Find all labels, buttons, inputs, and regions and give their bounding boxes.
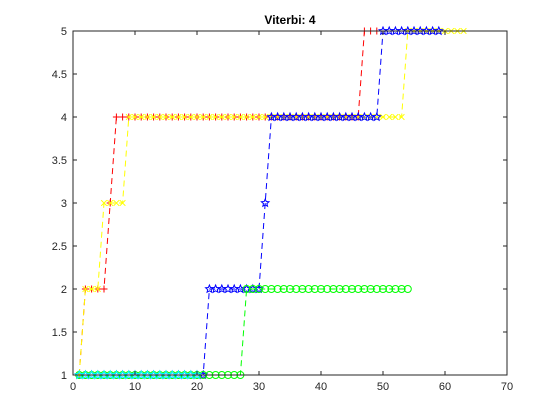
chart-title: Viterbi: 4 — [264, 13, 315, 27]
x-tick-label: 40 — [315, 381, 327, 393]
data-point — [242, 285, 251, 293]
data-point — [360, 285, 369, 293]
data-point — [156, 113, 163, 121]
data-point — [119, 199, 126, 207]
data-point — [372, 285, 381, 293]
data-point — [433, 25, 444, 36]
data-point — [248, 285, 257, 293]
data-point — [82, 285, 89, 293]
data-point — [200, 113, 207, 121]
data-point — [371, 111, 382, 122]
y-tick-label: 3 — [61, 198, 67, 210]
y-tick-label: 5 — [61, 26, 67, 38]
data-point — [231, 113, 238, 121]
data-point — [162, 113, 170, 121]
x-tick-label: 30 — [253, 381, 265, 393]
data-point — [379, 113, 387, 121]
data-point — [335, 285, 344, 293]
data-point — [169, 113, 176, 121]
data-point — [398, 113, 405, 121]
data-point — [88, 285, 95, 293]
data-point — [392, 113, 399, 121]
data-point — [260, 197, 271, 208]
data-point — [385, 285, 394, 293]
data-point — [348, 285, 356, 293]
data-point — [138, 113, 145, 121]
plot-area — [73, 31, 507, 375]
data-point — [119, 113, 127, 121]
data-point — [255, 285, 263, 293]
x-tick-label: 70 — [501, 381, 513, 393]
data-point — [218, 113, 225, 121]
data-point — [206, 113, 213, 121]
data-point — [354, 285, 363, 293]
data-point — [379, 285, 387, 293]
data-point — [112, 113, 120, 121]
x-tick-label: 10 — [129, 381, 141, 393]
y-tick-label: 3.5 — [52, 155, 67, 167]
data-point — [144, 113, 151, 121]
data-point — [224, 113, 232, 121]
data-point — [249, 113, 256, 121]
data-point — [212, 113, 219, 121]
data-point — [317, 285, 325, 293]
data-point — [100, 285, 108, 293]
data-point — [366, 285, 375, 293]
y-tick-label: 1.5 — [52, 327, 67, 339]
data-point — [403, 285, 412, 293]
data-point — [261, 285, 270, 293]
data-point — [181, 113, 188, 121]
data-point — [329, 285, 338, 293]
data-point — [391, 285, 400, 293]
data-point — [94, 285, 101, 293]
data-point — [243, 113, 250, 121]
data-point — [100, 199, 108, 207]
data-point — [397, 285, 406, 293]
series-5 — [74, 369, 203, 380]
y-tick-label: 4.5 — [52, 69, 67, 81]
data-point — [298, 285, 307, 293]
data-point — [131, 113, 139, 121]
data-point — [113, 199, 120, 207]
data-point — [323, 285, 332, 293]
y-tick-label: 2.5 — [52, 241, 67, 253]
data-point — [262, 113, 269, 121]
data-point — [304, 285, 313, 293]
data-point — [191, 369, 203, 380]
y-tick-label: 4 — [61, 112, 67, 124]
series-layer — [74, 25, 467, 380]
data-point — [292, 285, 301, 293]
data-point — [107, 199, 114, 207]
data-point — [341, 285, 350, 293]
ticks-layer: 0 10 20 30 40 50 60 70 1 1.5 2 2.5 3 3.5 4 4.5 5 — [52, 26, 513, 393]
data-point — [237, 113, 244, 121]
data-point — [125, 113, 132, 121]
data-point — [267, 285, 276, 293]
data-point — [310, 285, 319, 293]
x-tick-label: 0 — [70, 381, 76, 393]
x-tick-label: 60 — [439, 381, 451, 393]
data-point — [286, 285, 294, 293]
data-point — [279, 285, 288, 293]
data-point — [150, 113, 157, 121]
data-point — [386, 113, 393, 121]
y-tick-label: 2 — [61, 284, 67, 296]
y-tick-label: 1 — [61, 370, 67, 382]
data-point — [273, 285, 282, 293]
data-point — [187, 113, 194, 121]
data-point — [175, 113, 182, 121]
data-point — [193, 113, 201, 121]
data-point — [255, 113, 263, 121]
x-tick-label: 50 — [377, 381, 389, 393]
x-tick-label: 20 — [191, 381, 203, 393]
